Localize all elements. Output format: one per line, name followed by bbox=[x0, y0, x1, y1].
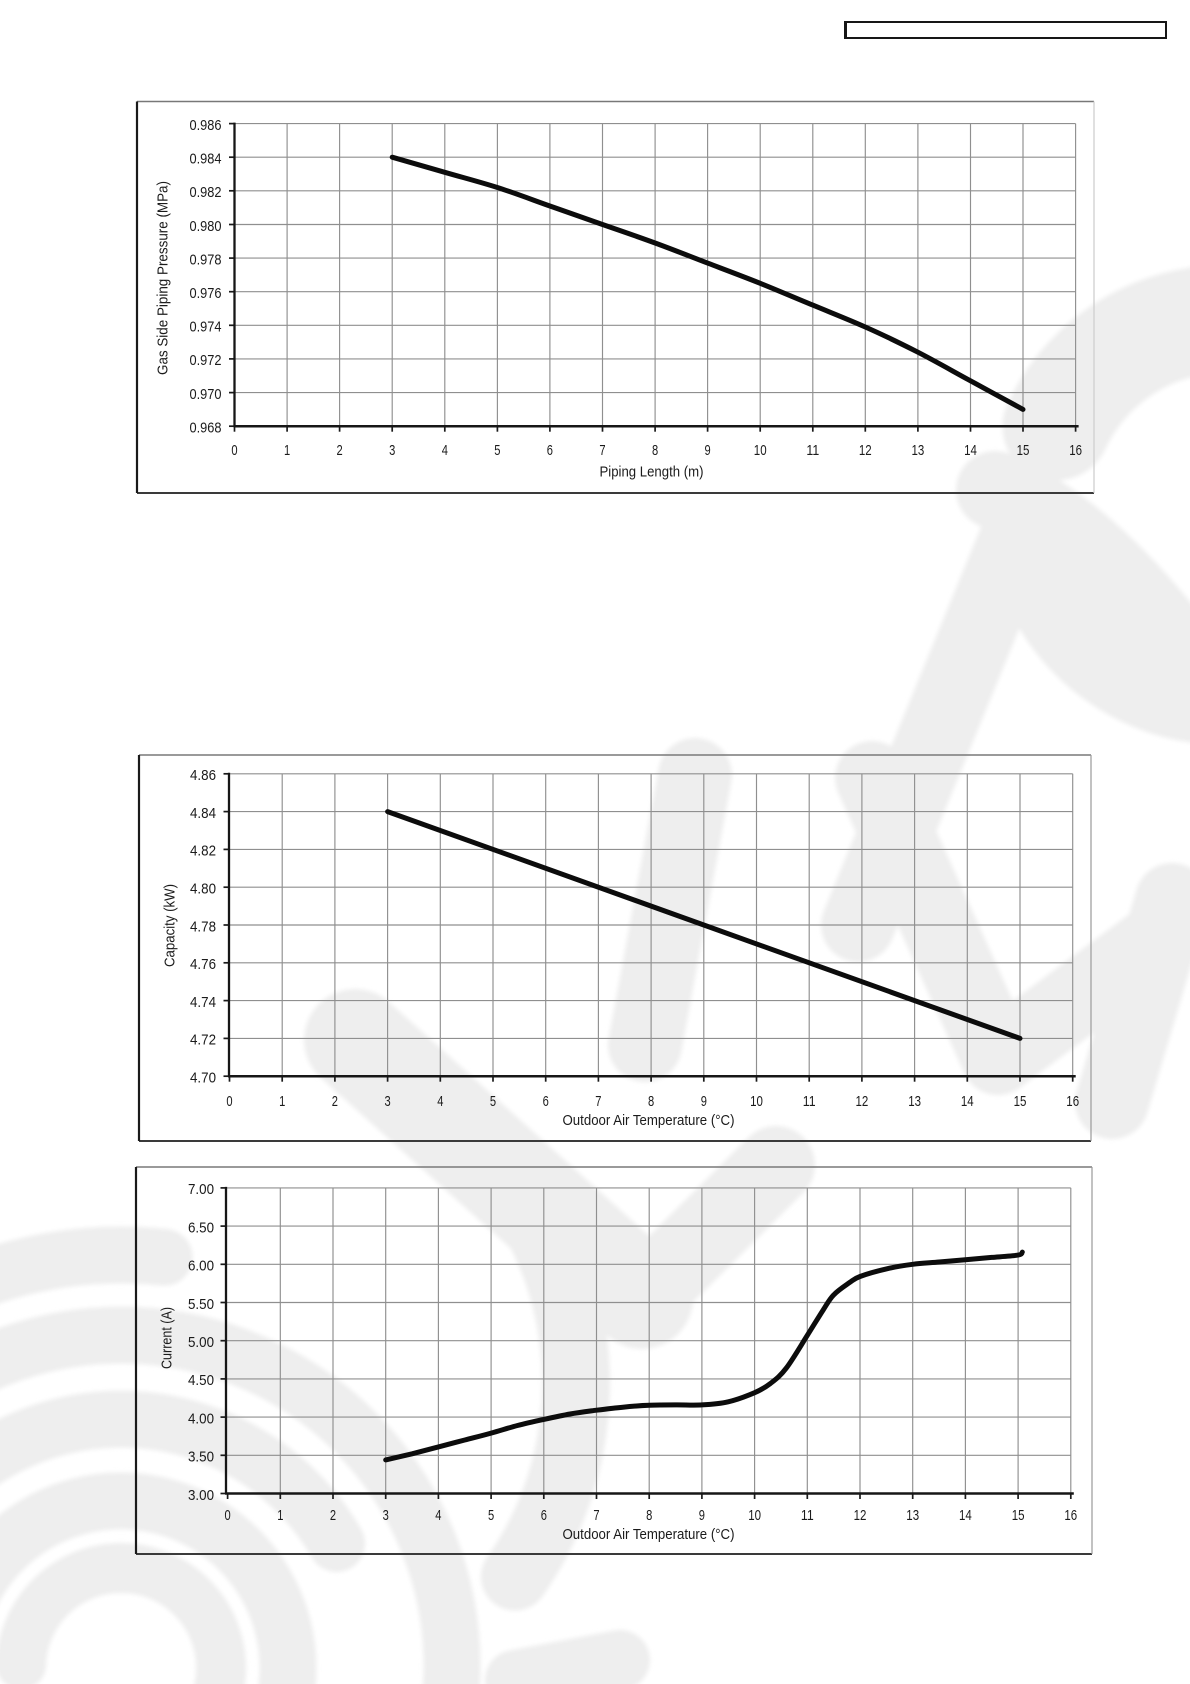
svg-text:9: 9 bbox=[705, 443, 711, 459]
svg-text:3: 3 bbox=[389, 443, 395, 459]
svg-text:8: 8 bbox=[648, 1094, 654, 1110]
svg-text:13: 13 bbox=[912, 443, 925, 459]
svg-text:Gas Side Piping Pressure (MPa): Gas Side Piping Pressure (MPa) bbox=[156, 181, 172, 375]
svg-text:10: 10 bbox=[750, 1094, 763, 1110]
svg-text:11: 11 bbox=[801, 1508, 814, 1524]
svg-text:15: 15 bbox=[1012, 1508, 1025, 1524]
svg-text:14: 14 bbox=[961, 1094, 974, 1110]
svg-text:3.00: 3.00 bbox=[188, 1488, 214, 1504]
svg-text:7.00: 7.00 bbox=[188, 1182, 214, 1198]
svg-text:5: 5 bbox=[490, 1094, 496, 1110]
svg-text:15: 15 bbox=[1017, 443, 1030, 459]
svg-text:12: 12 bbox=[859, 443, 872, 459]
svg-text:4.82: 4.82 bbox=[190, 844, 216, 860]
svg-text:7: 7 bbox=[593, 1508, 599, 1524]
svg-text:Outdoor Air Temperature (°C): Outdoor Air Temperature (°C) bbox=[563, 1113, 735, 1129]
svg-text:6: 6 bbox=[547, 443, 553, 459]
svg-text:0: 0 bbox=[226, 1094, 232, 1110]
svg-text:4.50: 4.50 bbox=[188, 1373, 214, 1389]
svg-text:Piping Length (m): Piping Length (m) bbox=[600, 464, 704, 480]
svg-text:4.74: 4.74 bbox=[190, 995, 216, 1011]
svg-text:4.72: 4.72 bbox=[190, 1033, 216, 1049]
svg-text:11: 11 bbox=[803, 1094, 816, 1110]
svg-text:4.70: 4.70 bbox=[190, 1071, 216, 1087]
svg-text:1: 1 bbox=[284, 443, 290, 459]
svg-text:2: 2 bbox=[332, 1094, 338, 1110]
svg-text:14: 14 bbox=[959, 1508, 972, 1524]
svg-text:0.986: 0.986 bbox=[190, 118, 222, 134]
svg-text:12: 12 bbox=[854, 1508, 867, 1524]
svg-text:4.78: 4.78 bbox=[190, 919, 216, 935]
svg-text:7: 7 bbox=[599, 443, 605, 459]
svg-text:5.00: 5.00 bbox=[188, 1335, 214, 1351]
svg-text:6.00: 6.00 bbox=[188, 1259, 214, 1275]
svg-text:4: 4 bbox=[442, 443, 448, 459]
svg-text:0: 0 bbox=[231, 443, 237, 459]
svg-text:8: 8 bbox=[652, 443, 658, 459]
svg-text:0.976: 0.976 bbox=[190, 286, 222, 302]
svg-text:0.970: 0.970 bbox=[190, 387, 222, 403]
svg-text:1: 1 bbox=[279, 1094, 285, 1110]
svg-text:2: 2 bbox=[330, 1508, 336, 1524]
svg-text:5: 5 bbox=[488, 1508, 494, 1524]
svg-text:0.974: 0.974 bbox=[190, 320, 222, 336]
svg-text:4: 4 bbox=[437, 1094, 443, 1110]
svg-text:2: 2 bbox=[337, 443, 343, 459]
svg-text:6: 6 bbox=[541, 1508, 547, 1524]
svg-text:Current (A): Current (A) bbox=[160, 1307, 176, 1369]
svg-text:5.50: 5.50 bbox=[188, 1297, 214, 1313]
svg-text:9: 9 bbox=[701, 1094, 707, 1110]
svg-text:0.984: 0.984 bbox=[190, 152, 222, 168]
svg-text:13: 13 bbox=[906, 1508, 919, 1524]
svg-text:0.980: 0.980 bbox=[190, 219, 222, 235]
svg-text:3.50: 3.50 bbox=[188, 1450, 214, 1466]
svg-text:4: 4 bbox=[435, 1508, 441, 1524]
svg-text:13: 13 bbox=[908, 1094, 921, 1110]
svg-text:4.76: 4.76 bbox=[190, 957, 216, 973]
svg-text:0.982: 0.982 bbox=[190, 185, 222, 201]
svg-text:0.968: 0.968 bbox=[190, 421, 222, 437]
svg-text:4.84: 4.84 bbox=[190, 806, 216, 822]
svg-text:11: 11 bbox=[806, 443, 819, 459]
svg-text:15: 15 bbox=[1014, 1094, 1027, 1110]
svg-text:3: 3 bbox=[385, 1094, 391, 1110]
svg-text:Outdoor Air Temperature (°C): Outdoor Air Temperature (°C) bbox=[563, 1527, 735, 1543]
svg-text:10: 10 bbox=[754, 443, 767, 459]
svg-text:4.80: 4.80 bbox=[190, 882, 216, 898]
svg-text:9: 9 bbox=[699, 1508, 705, 1524]
svg-text:16: 16 bbox=[1069, 443, 1082, 459]
svg-text:16: 16 bbox=[1066, 1094, 1079, 1110]
svg-text:0: 0 bbox=[225, 1508, 231, 1524]
svg-text:5: 5 bbox=[494, 443, 500, 459]
svg-text:10: 10 bbox=[748, 1508, 761, 1524]
svg-text:7: 7 bbox=[595, 1094, 601, 1110]
svg-text:8: 8 bbox=[646, 1508, 652, 1524]
svg-text:0.978: 0.978 bbox=[190, 252, 222, 268]
svg-text:14: 14 bbox=[964, 443, 977, 459]
svg-text:4.00: 4.00 bbox=[188, 1411, 214, 1427]
svg-text:4.86: 4.86 bbox=[190, 768, 216, 784]
svg-text:16: 16 bbox=[1064, 1508, 1077, 1524]
svg-text:Capacity (kW): Capacity (kW) bbox=[163, 884, 179, 967]
svg-text:3: 3 bbox=[383, 1508, 389, 1524]
svg-text:0.972: 0.972 bbox=[190, 353, 222, 369]
svg-text:1: 1 bbox=[277, 1508, 283, 1524]
svg-text:12: 12 bbox=[856, 1094, 869, 1110]
svg-text:6: 6 bbox=[543, 1094, 549, 1110]
svg-text:6.50: 6.50 bbox=[188, 1220, 214, 1236]
